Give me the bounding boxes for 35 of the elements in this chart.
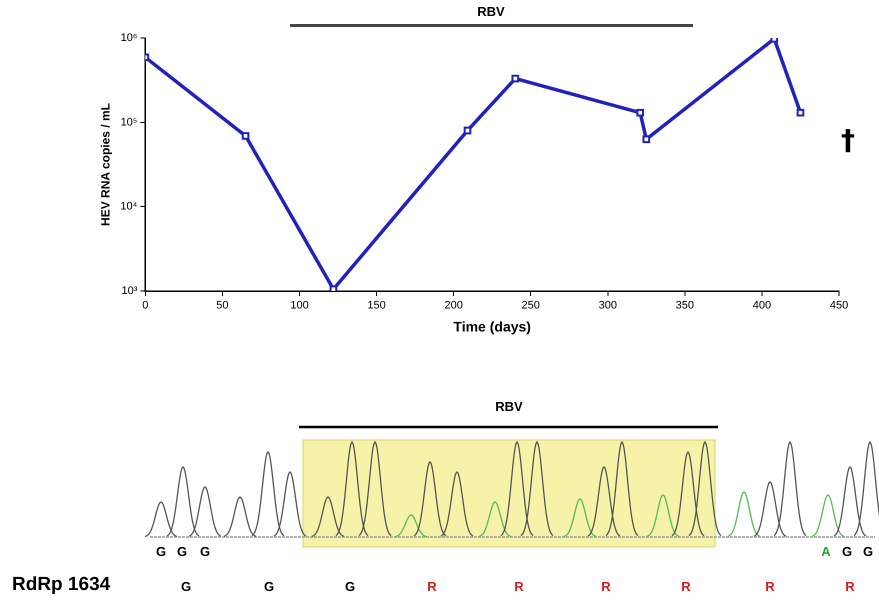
- text: R: [845, 579, 855, 594]
- y-tick-label: 10³: [121, 285, 138, 298]
- x-tick-label: 350: [676, 300, 694, 312]
- text: G: [344, 579, 356, 594]
- x-tick-label: 150: [367, 300, 386, 312]
- x-tick-label: 100: [290, 300, 309, 312]
- x-axis-title: Time (days): [453, 318, 531, 334]
- x-tick-label: 200: [444, 300, 463, 312]
- text: RdRp 1634: [12, 574, 110, 596]
- text: R: [765, 579, 775, 594]
- text: G: [180, 579, 192, 594]
- text: G: [200, 544, 210, 560]
- y-tick-label: 10⁵: [120, 116, 138, 128]
- x-tick-label: 300: [598, 300, 617, 312]
- x-tick-label: 450: [830, 300, 848, 312]
- text: G: [156, 544, 166, 560]
- text: A: [821, 544, 831, 560]
- text: R: [514, 579, 524, 594]
- text: R: [601, 579, 611, 594]
- text: R: [681, 579, 691, 594]
- text: RBV: [495, 399, 523, 414]
- text: G: [264, 579, 274, 594]
- y-axis-title: HEV RNA copies / mL: [98, 103, 113, 226]
- x-tick-label: 50: [216, 300, 229, 312]
- text: R: [427, 579, 437, 594]
- text: G: [842, 544, 852, 560]
- text: G: [862, 544, 874, 560]
- text: †: [841, 123, 855, 156]
- x-tick-label: 0: [142, 300, 148, 312]
- text: G: [176, 544, 188, 560]
- x-tick-label: 250: [522, 300, 540, 312]
- x-tick-label: 400: [752, 300, 772, 312]
- y-tick-label: 10⁴: [120, 200, 138, 213]
- y-tick-label: 10⁶: [120, 32, 138, 44]
- text: RBV: [477, 4, 506, 19]
